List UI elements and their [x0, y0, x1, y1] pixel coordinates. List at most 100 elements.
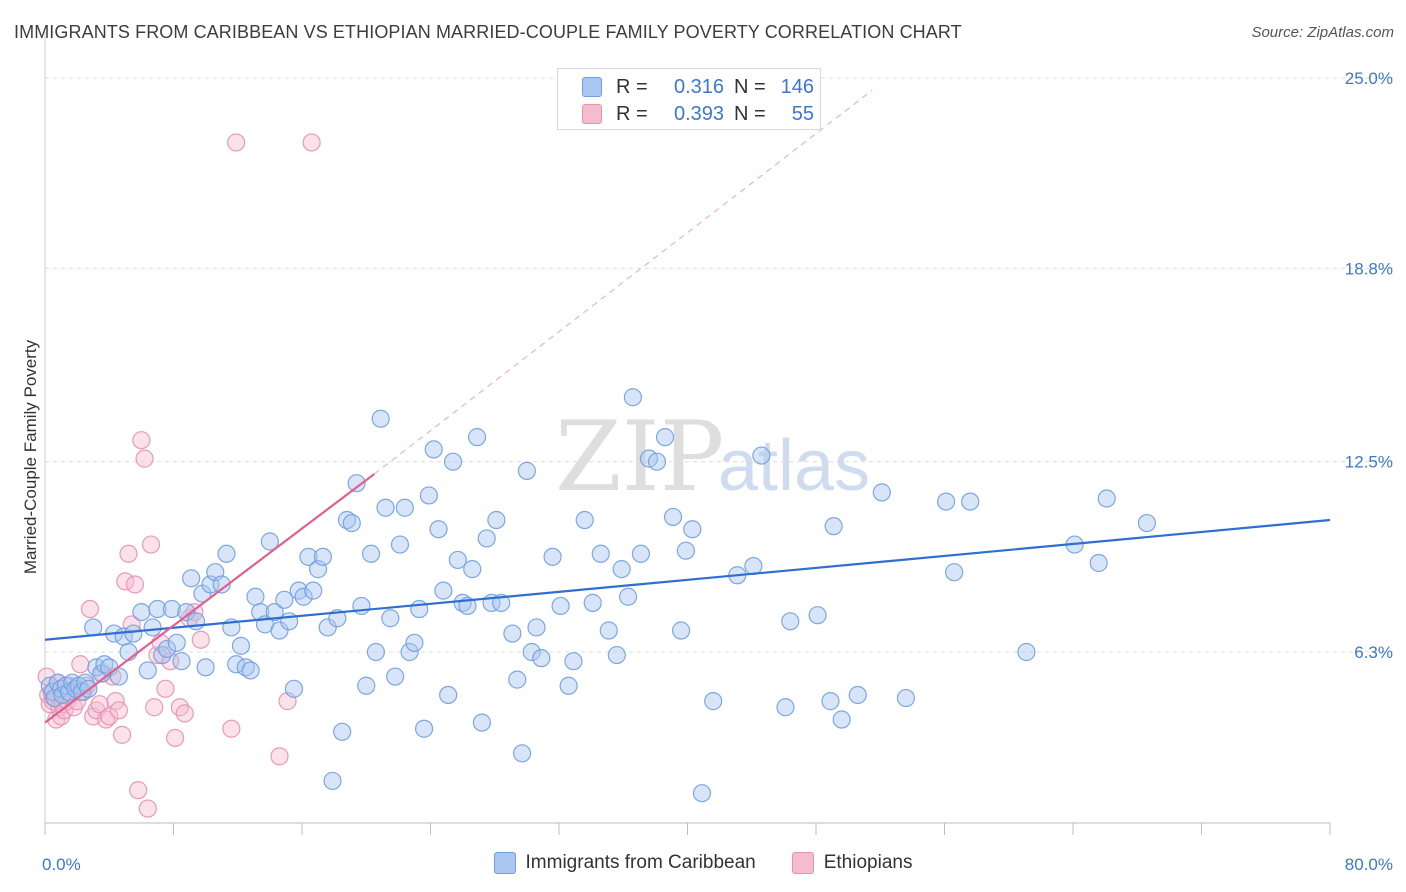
- n-label: N =: [734, 75, 766, 98]
- caribbean-point: [559, 676, 578, 695]
- ethiopians-point: [141, 535, 161, 554]
- caribbean-point: [275, 590, 294, 609]
- caribbean-point: [503, 624, 522, 643]
- y-tick-labels: 6.3% 12.5% 18.8% 25.0%: [1345, 69, 1393, 662]
- caribbean-point: [527, 618, 546, 637]
- ethiopians-point: [191, 630, 210, 649]
- caribbean-point: [366, 642, 385, 662]
- caribbean-point: [148, 599, 167, 619]
- caribbean-point: [376, 498, 395, 517]
- legend-swatch-caribbean: [493, 852, 516, 874]
- caribbean-point: [591, 544, 610, 563]
- x-tick-labels: 0.0% 80.0%: [42, 855, 1393, 874]
- caribbean-point: [848, 685, 867, 705]
- caribbean-point: [196, 658, 215, 677]
- ethiopians-point: [109, 701, 128, 720]
- caribbean-point: [347, 474, 366, 493]
- gridlines: [45, 77, 1393, 653]
- stats-legend: R = 0.316 N = 146 R = 0.393 N = 55: [557, 68, 821, 130]
- caribbean-point: [419, 486, 438, 505]
- ethiopians-point: [156, 679, 175, 698]
- caribbean-point: [683, 520, 702, 539]
- source-label: Source: ZipAtlas.com: [1251, 24, 1394, 41]
- r-label: R =: [616, 102, 648, 125]
- ethiopians-trend-line: [44, 473, 375, 724]
- y-tick-label: 18.8%: [1345, 259, 1393, 278]
- caribbean-point: [575, 510, 594, 530]
- caribbean-point: [551, 596, 570, 616]
- caribbean-point: [294, 587, 313, 606]
- ethiopians-trend-extension-line: [373, 89, 873, 475]
- caribbean-n-value: 146: [780, 75, 814, 98]
- caribbean-point: [692, 784, 712, 803]
- caribbean-point: [313, 547, 332, 566]
- ethiopians-r-value: 0.393: [674, 102, 725, 125]
- caribbean-point: [157, 639, 177, 659]
- caribbean-point: [631, 544, 651, 563]
- caribbean-point: [333, 722, 352, 741]
- caribbean-point: [357, 676, 376, 695]
- caribbean-point: [246, 587, 265, 606]
- caribbean-point: [167, 633, 186, 652]
- caribbean-point: [304, 581, 323, 600]
- ethiopians-points: [37, 133, 321, 818]
- caribbean-point: [182, 569, 201, 588]
- caribbean-point: [119, 642, 138, 662]
- caribbean-point: [612, 560, 631, 579]
- caribbean-point: [299, 547, 318, 566]
- caribbean-point: [564, 652, 583, 671]
- ethiopians-point: [270, 747, 289, 766]
- caribbean-point: [872, 483, 891, 502]
- caribbean-point: [776, 698, 795, 717]
- caribbean-point: [832, 710, 851, 729]
- caribbean-point: [371, 409, 390, 428]
- legend-item-caribbean[interactable]: Immigrants from Caribbean: [493, 852, 756, 874]
- caribbean-point: [236, 658, 255, 677]
- caribbean-point: [647, 452, 667, 471]
- n-label: N =: [734, 102, 766, 125]
- caribbean-point: [132, 602, 151, 622]
- stats-row-ethiopians: R = 0.393 N = 55: [582, 102, 814, 126]
- caribbean-point: [337, 510, 357, 530]
- caribbean-point: [270, 621, 289, 640]
- ethiopians-swatch: [582, 104, 602, 124]
- caribbean-point: [543, 547, 562, 566]
- caribbean-point: [410, 599, 429, 619]
- caribbean-point: [522, 642, 541, 662]
- caribbean-point: [260, 532, 279, 551]
- caribbean-point: [599, 621, 618, 640]
- caribbean-point: [752, 446, 771, 465]
- ethiopians-point: [80, 599, 100, 619]
- y-tick-label: 25.0%: [1345, 69, 1393, 88]
- caribbean-point: [467, 428, 487, 447]
- caribbean-point: [381, 609, 400, 628]
- caribbean-point: [607, 645, 626, 665]
- caribbean-point: [453, 593, 472, 612]
- ethiopians-point: [138, 799, 157, 818]
- caribbean-r-value: 0.316: [674, 75, 725, 98]
- caribbean-point: [448, 550, 467, 570]
- caribbean-point: [95, 655, 114, 674]
- caribbean-point: [212, 575, 231, 594]
- y-axis-label: Married-Couple Family Poverty: [21, 339, 40, 574]
- x-tick-label-min: 0.0%: [42, 855, 81, 874]
- legend-item-ethiopians[interactable]: Ethiopians: [791, 852, 912, 874]
- caribbean-point: [405, 633, 424, 652]
- caribbean-point: [217, 544, 236, 563]
- ethiopians-point: [129, 781, 148, 800]
- ethiopians-point: [170, 698, 190, 717]
- ethiopians-n-value: 55: [791, 102, 814, 125]
- ethiopians-point: [135, 449, 154, 468]
- caribbean-point: [439, 685, 458, 705]
- caribbean-point: [284, 679, 304, 698]
- caribbean-point: [172, 652, 191, 671]
- caribbean-point: [1089, 553, 1108, 573]
- caribbean-trend-line: [44, 518, 1331, 641]
- caribbean-point: [824, 517, 843, 536]
- caribbean-point: [477, 529, 496, 548]
- caribbean-point: [671, 621, 691, 640]
- caribbean-point: [937, 492, 956, 511]
- ethiopians-trend-extension: [373, 89, 873, 475]
- trend-lines: [44, 473, 1331, 724]
